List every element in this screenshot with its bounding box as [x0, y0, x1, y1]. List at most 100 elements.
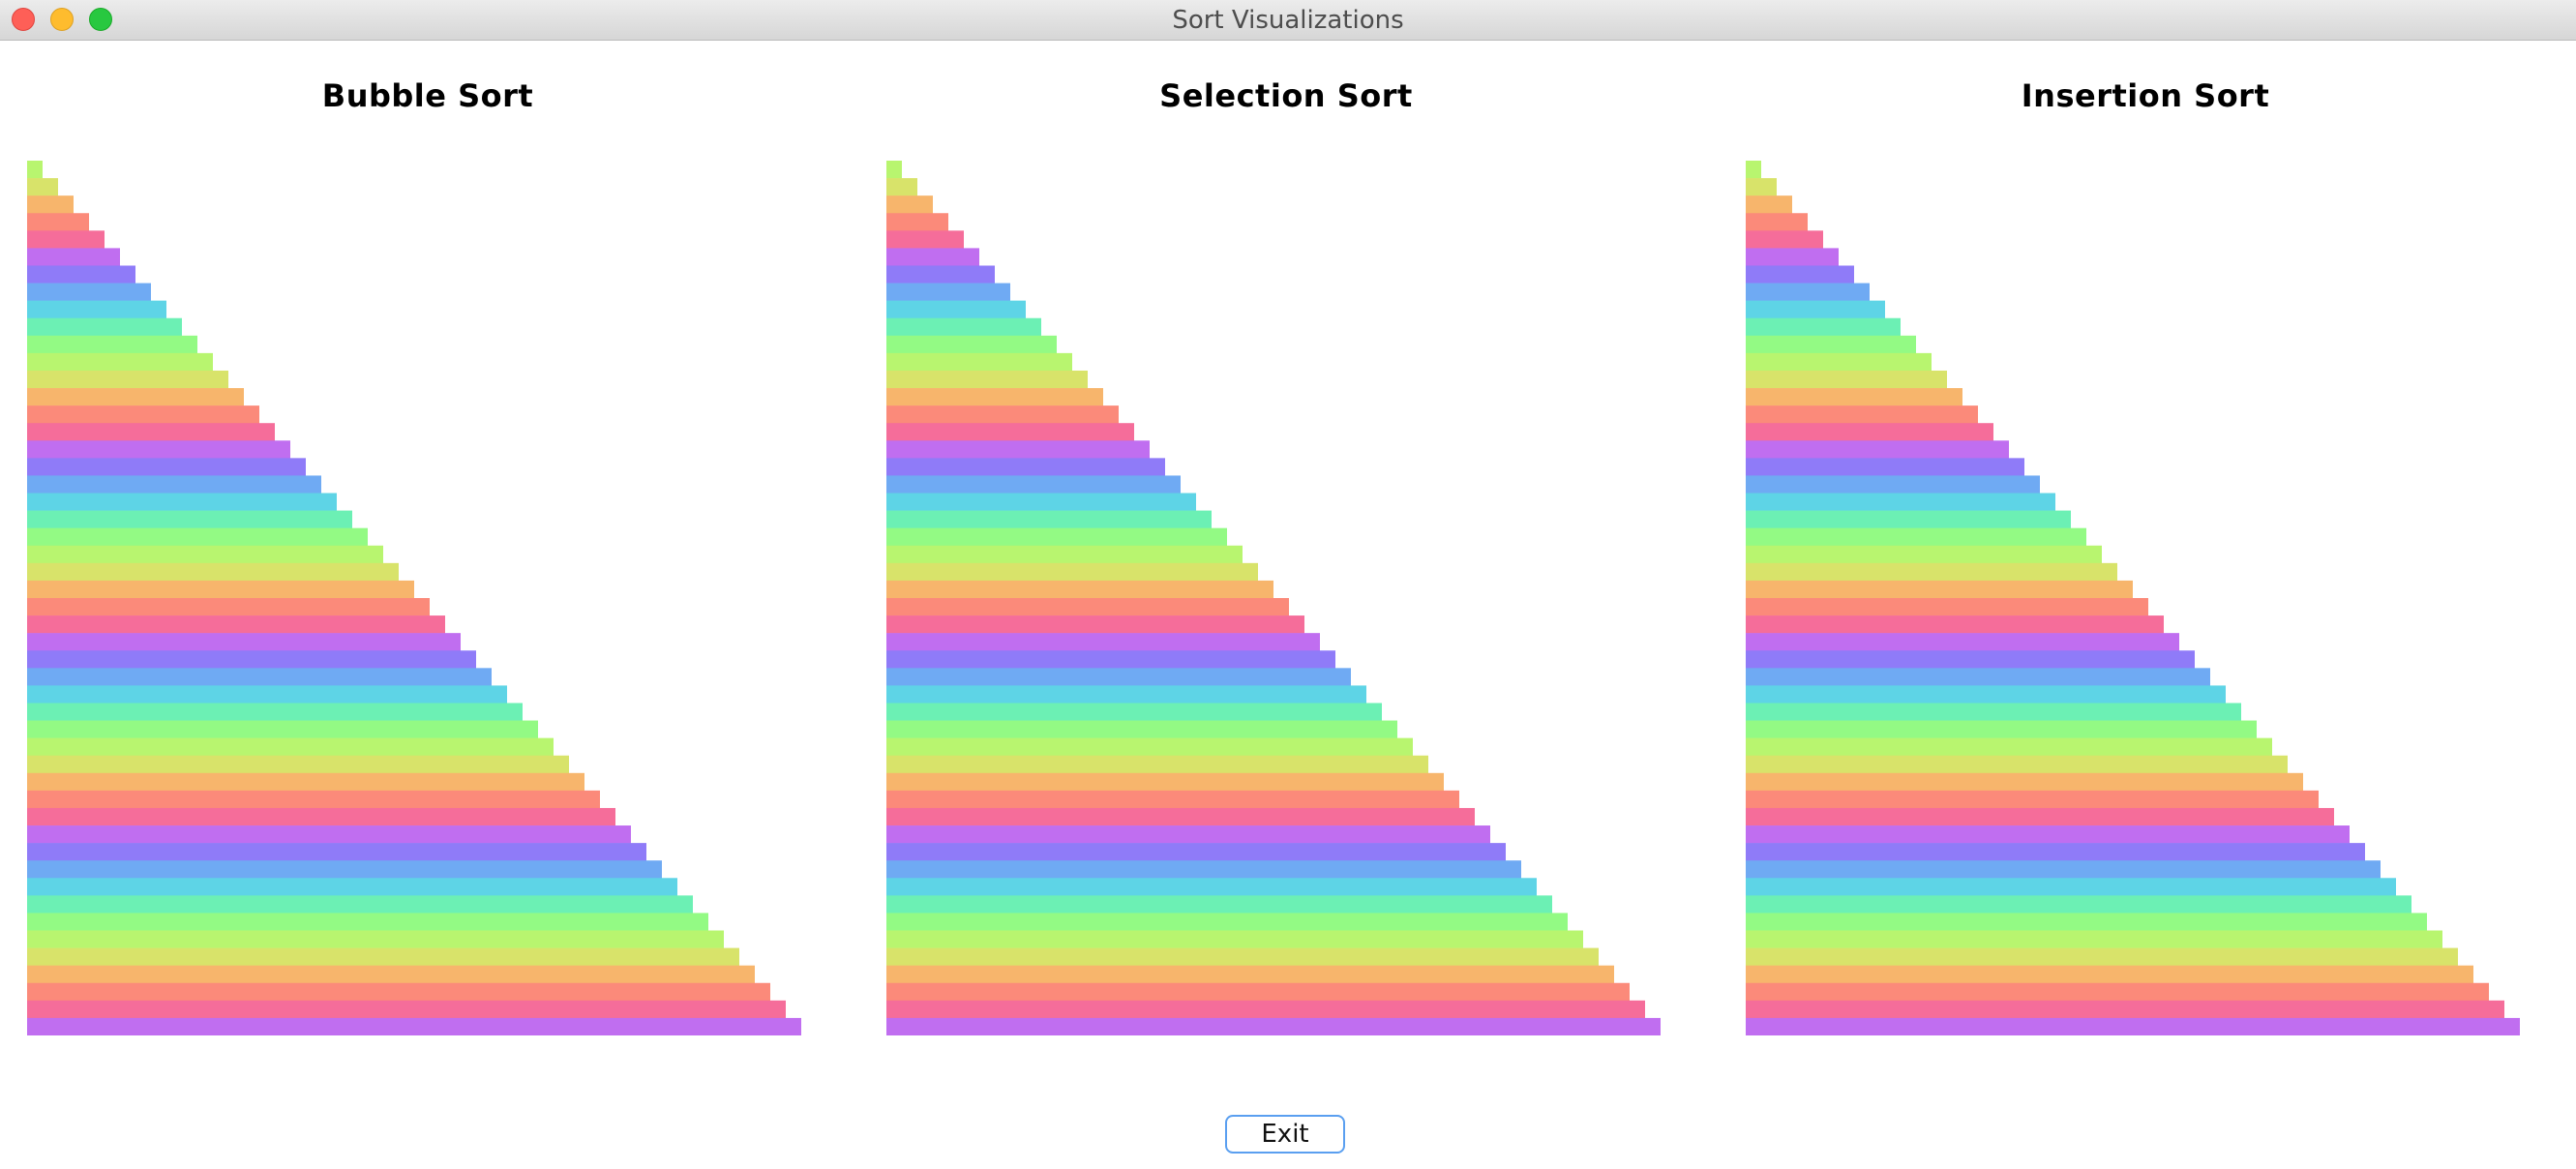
sort-bar — [1746, 230, 1823, 249]
sort-bar — [27, 475, 321, 494]
sort-bar — [886, 737, 1413, 757]
sort-bar — [27, 615, 445, 634]
sort-bar — [27, 895, 693, 914]
sort-bar — [886, 598, 1289, 616]
sort-bar — [27, 913, 708, 931]
sort-bar — [886, 178, 917, 196]
sort-bar — [886, 300, 1026, 319]
sort-bar — [1746, 213, 1808, 231]
sort-bar — [1746, 755, 2288, 774]
sort-bar — [27, 930, 724, 948]
sort-bar — [1746, 580, 2133, 599]
sort-bar — [886, 352, 1072, 372]
sort-bar — [1746, 527, 2086, 547]
sort-bar — [27, 230, 105, 249]
sort-bar — [886, 790, 1459, 809]
sort-bar — [886, 703, 1382, 721]
close-window-button[interactable] — [12, 8, 35, 31]
sort-bar — [1746, 423, 1993, 441]
sort-bar — [886, 458, 1165, 476]
sort-bar — [1746, 283, 1870, 301]
selection-sort-visualization — [886, 161, 1661, 1035]
sort-bar — [27, 352, 213, 372]
sort-bar — [27, 265, 135, 284]
sort-bar — [1746, 405, 1978, 424]
sort-bar — [1746, 248, 1839, 266]
sort-bar — [886, 685, 1366, 704]
insertion-sort-visualization — [1746, 161, 2520, 1035]
sort-bar — [886, 213, 948, 231]
sort-bar — [886, 755, 1428, 774]
sort-bar — [1746, 388, 1962, 406]
minimize-window-button[interactable] — [50, 8, 74, 31]
sort-bar — [1746, 545, 2102, 564]
sort-bar — [1746, 982, 2489, 1002]
sort-bar — [1746, 510, 2071, 528]
sort-bar — [886, 930, 1583, 948]
sort-bar — [886, 283, 1010, 301]
sort-bar — [1746, 475, 2040, 494]
sort-bar — [886, 965, 1614, 984]
sort-bar — [886, 195, 933, 214]
sort-bar — [886, 317, 1041, 337]
sort-bar — [1746, 161, 1761, 179]
sort-bar — [27, 772, 584, 792]
sort-bar — [886, 982, 1630, 1002]
sort-bar — [886, 405, 1119, 424]
sort-bar — [27, 248, 120, 266]
sort-bar — [886, 335, 1057, 354]
bubble-sort-title: Bubble Sort — [321, 77, 534, 114]
sort-bar — [886, 388, 1103, 406]
sort-bar — [27, 458, 306, 476]
exit-button[interactable]: Exit — [1225, 1115, 1345, 1154]
sort-bar — [27, 388, 244, 406]
sort-bar — [1746, 493, 2055, 511]
sort-bar — [886, 720, 1397, 738]
sort-bar — [27, 440, 290, 459]
sort-bar — [886, 650, 1335, 669]
sort-bar — [27, 965, 755, 984]
zoom-window-button[interactable] — [89, 8, 112, 31]
sort-bar — [1746, 1017, 2520, 1035]
sort-bar — [1746, 772, 2303, 792]
sort-bar — [27, 1017, 801, 1035]
sort-bar — [886, 475, 1181, 494]
sort-bar — [1746, 598, 2148, 616]
sort-bar — [1746, 930, 2442, 948]
sort-bar — [1746, 807, 2334, 826]
sort-bar — [27, 650, 476, 669]
sort-bar — [1746, 685, 2226, 704]
sort-bar — [886, 772, 1444, 792]
sort-bar — [1746, 947, 2458, 966]
sort-bar — [1746, 737, 2272, 757]
sort-bar — [1746, 913, 2427, 931]
sort-bar — [1746, 650, 2195, 669]
sort-bar — [886, 370, 1088, 389]
sort-bar — [1746, 195, 1792, 214]
sort-bar — [886, 545, 1243, 564]
window-title: Sort Visualizations — [1172, 6, 1404, 35]
sort-bar — [886, 633, 1320, 651]
sort-bar — [27, 982, 770, 1002]
sort-bar — [27, 317, 182, 337]
sort-bar — [886, 527, 1227, 547]
sort-bar — [886, 230, 964, 249]
sort-bar — [27, 527, 368, 547]
sort-bar — [27, 580, 414, 599]
sort-bar — [886, 440, 1150, 459]
sort-bar — [1746, 790, 2319, 809]
sort-bar — [1746, 370, 1947, 389]
sort-bar — [886, 1017, 1661, 1035]
sort-bar — [1746, 825, 2350, 844]
sort-bar — [27, 161, 43, 179]
sort-bar — [27, 703, 523, 721]
sort-bar — [886, 161, 902, 179]
sort-bar — [27, 720, 538, 738]
sort-bar — [1746, 860, 2381, 879]
sort-bar — [27, 213, 89, 231]
sort-bar — [1746, 878, 2396, 896]
sort-bar — [27, 1000, 786, 1019]
sort-bar — [1746, 703, 2241, 721]
sort-bar — [1746, 458, 2024, 476]
sort-bar — [27, 825, 631, 844]
